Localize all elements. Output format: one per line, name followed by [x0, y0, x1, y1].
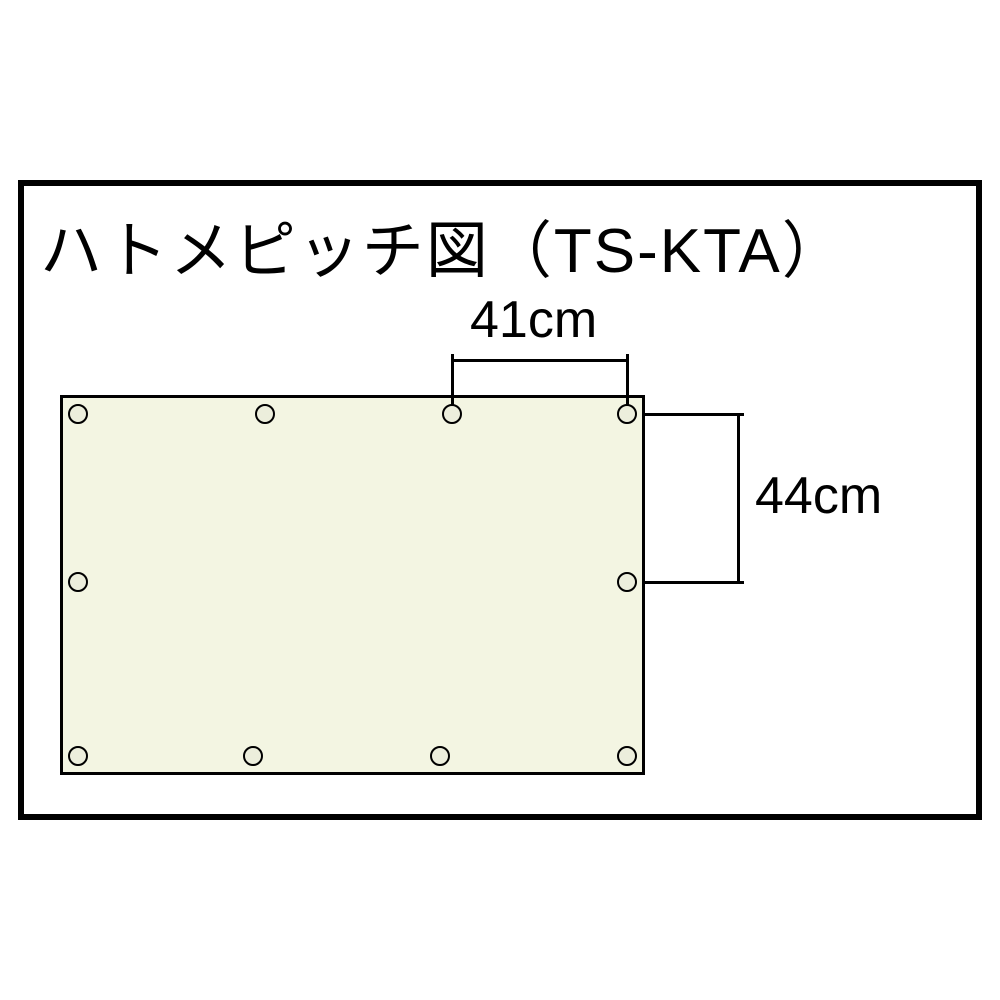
grommet-icon	[617, 572, 637, 592]
dim-horizontal-line	[452, 359, 627, 362]
dim-vertical-line	[737, 414, 740, 582]
dim-vertical-tick-top	[644, 413, 744, 416]
grommet-icon	[442, 404, 462, 424]
grommet-icon	[68, 746, 88, 766]
dim-vertical-label: 44cm	[755, 466, 882, 526]
grommet-icon	[255, 404, 275, 424]
grommet-icon	[68, 572, 88, 592]
diagram-canvas: ハトメピッチ図（TS-KTA） 41cm 44cm	[0, 0, 1000, 1000]
grommet-icon	[617, 404, 637, 424]
diagram-title: ハトメピッチ図（TS-KTA）	[40, 200, 846, 290]
grommet-icon	[243, 746, 263, 766]
sheet-rectangle	[60, 395, 645, 775]
dim-horizontal-tick-left	[451, 354, 454, 406]
grommet-icon	[617, 746, 637, 766]
dim-horizontal-label: 41cm	[470, 290, 597, 350]
dim-horizontal-tick-right	[626, 354, 629, 406]
grommet-icon	[430, 746, 450, 766]
grommet-icon	[68, 404, 88, 424]
dim-vertical-tick-bottom	[644, 581, 744, 584]
